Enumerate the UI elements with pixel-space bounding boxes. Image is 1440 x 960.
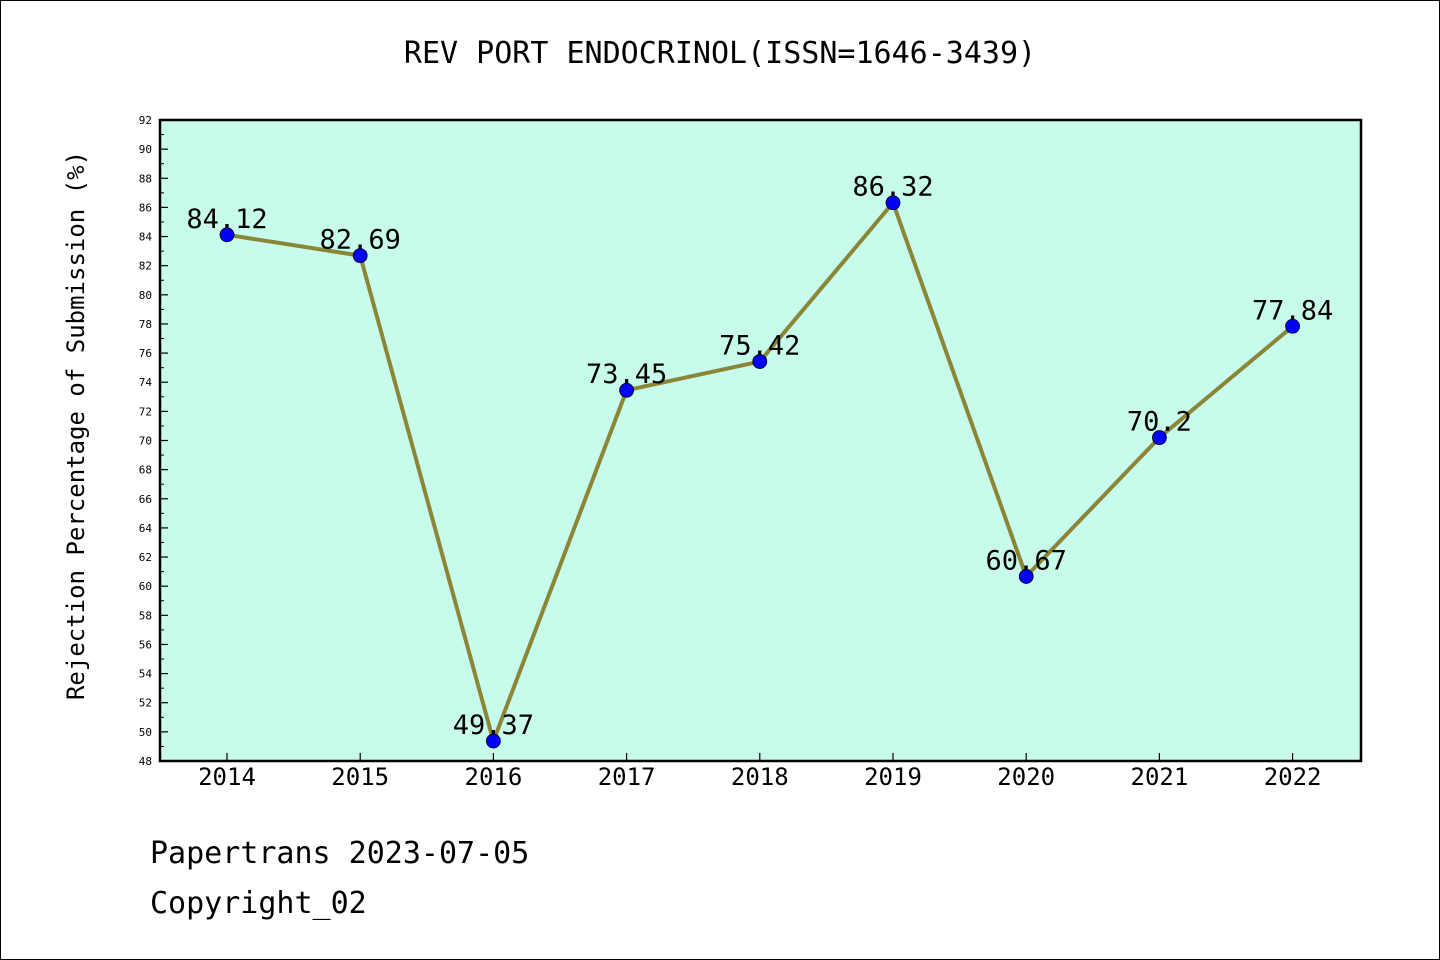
y-tick-label: 54 — [139, 668, 153, 681]
y-tick-label: 84 — [139, 231, 153, 244]
y-tick-label: 80 — [139, 289, 152, 302]
y-tick-label: 86 — [139, 201, 152, 214]
chart-title: REV PORT ENDOCRINOL(ISSN=1646-3439) — [403, 36, 1037, 71]
x-tick-label: 2016 — [465, 763, 523, 791]
x-tick-label: 2017 — [598, 763, 656, 791]
y-tick-label: 66 — [139, 493, 152, 506]
data-label: 82.69 — [320, 225, 401, 256]
data-label: 77.84 — [1252, 295, 1333, 326]
y-tick-label: 56 — [139, 638, 152, 651]
x-tick-label: 2021 — [1131, 763, 1189, 791]
y-tick-label: 52 — [139, 697, 152, 710]
y-tick-label: 62 — [139, 551, 152, 564]
x-tick-label: 2022 — [1264, 763, 1322, 791]
data-label: 84.12 — [186, 204, 267, 235]
data-label: 75.42 — [719, 331, 800, 362]
y-axis-title: Rejection Percentage of Submission (%) — [62, 151, 90, 700]
data-label: 70.2 — [1127, 407, 1192, 438]
data-point-marker — [1285, 318, 1300, 334]
footer-copyright: Copyright_02 — [150, 886, 367, 921]
x-tick-label: 2018 — [731, 763, 789, 791]
footer-date-stamp: Papertrans 2023-07-05 — [150, 836, 530, 871]
data-label: 60.67 — [986, 545, 1067, 576]
data-point-marker — [485, 733, 501, 749]
data-point-marker — [752, 354, 768, 369]
y-tick-label: 72 — [139, 405, 152, 418]
data-label: 49.37 — [453, 710, 534, 741]
x-tick-label: 2015 — [331, 763, 389, 791]
data-point-marker — [219, 227, 235, 243]
x-tick-label: 2020 — [997, 763, 1055, 791]
y-tick-label: 88 — [139, 172, 152, 185]
plot-area — [158, 118, 1363, 763]
y-tick-label: 50 — [139, 726, 152, 739]
y-tick-label: 76 — [139, 347, 152, 360]
data-label: 73.45 — [586, 359, 667, 390]
x-tick-label: 2014 — [198, 763, 256, 791]
data-point-marker — [1152, 430, 1167, 445]
x-tick-label: 2019 — [864, 763, 922, 791]
y-tick-label: 58 — [139, 609, 152, 622]
data-labels-group: 84.12 82.69 49.37 73.45 75.42 86.32 60.67 70.2 7… — [186, 172, 1333, 741]
y-axis-ticks: 48 50 52 54 56 58 60 62 64 66 68 70 72 74 76 78 80 82 84 86… — [139, 114, 168, 768]
data-point-marker — [619, 382, 634, 398]
markers-group — [219, 195, 1300, 749]
x-axis-ticks: 2014 2015 2016 2017 2018 2019 2020 2021 2022 — [198, 753, 1321, 791]
y-tick-label: 48 — [139, 755, 152, 768]
data-point-marker — [352, 248, 368, 264]
y-tick-label: 64 — [139, 522, 153, 535]
data-point-marker — [1018, 569, 1034, 584]
y-tick-label: 74 — [139, 376, 153, 389]
y-tick-label: 68 — [139, 464, 152, 477]
y-tick-label: 90 — [139, 143, 152, 156]
y-tick-label: 60 — [139, 580, 152, 593]
y-tick-label: 70 — [139, 435, 152, 448]
data-point-marker — [885, 195, 901, 211]
data-label: 86.32 — [852, 172, 933, 203]
y-tick-label: 92 — [139, 114, 152, 127]
y-tick-label: 82 — [139, 260, 152, 273]
y-tick-label: 78 — [139, 318, 152, 331]
